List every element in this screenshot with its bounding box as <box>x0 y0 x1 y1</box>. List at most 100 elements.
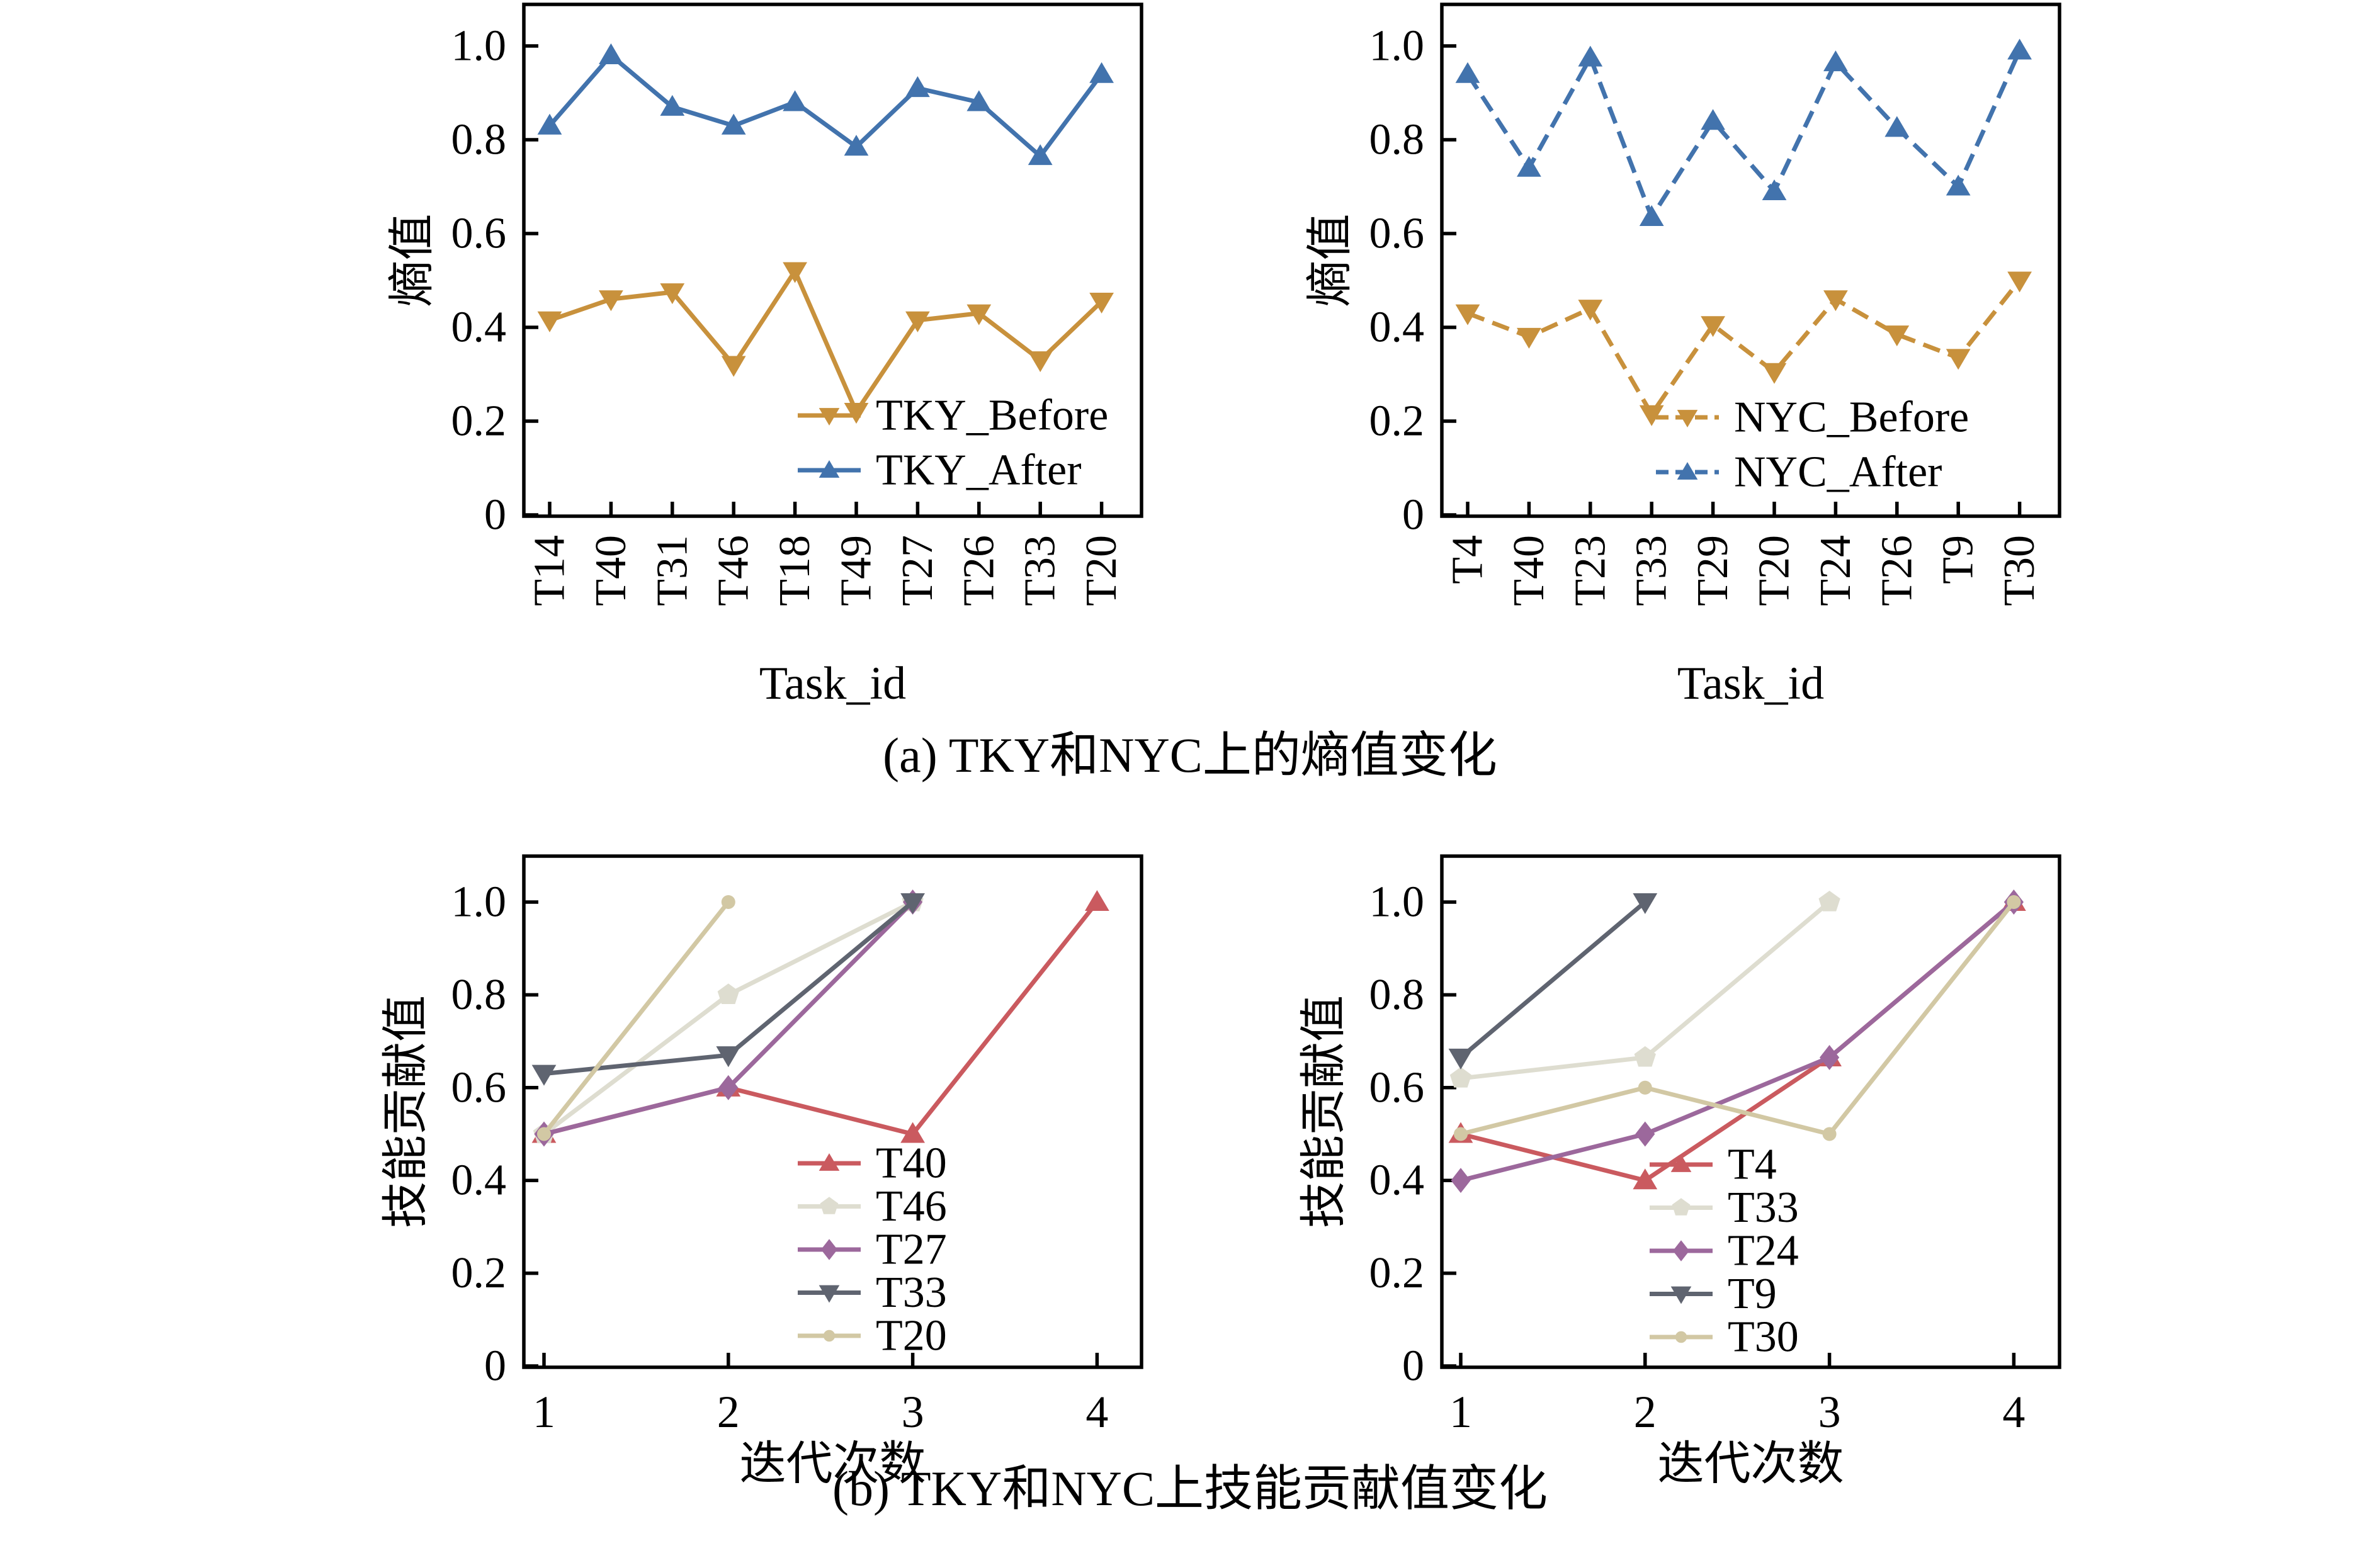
x-tick-label: T40 <box>587 535 635 606</box>
series-NYC_Before-marker <box>1946 349 1971 370</box>
x-axis-label: Task_id <box>759 658 906 709</box>
y-tick-label: 1.0 <box>451 22 507 71</box>
series-T9-marker <box>1448 1048 1473 1070</box>
x-tick-label: T26 <box>955 535 1003 606</box>
x-tick-label: T46 <box>710 535 758 606</box>
y-tick-label: 0.4 <box>1369 1156 1425 1205</box>
legend-label-T33: T33 <box>1728 1183 1799 1232</box>
x-tick-label: T14 <box>526 535 574 606</box>
chart-nyc-entropy: 0 0.2 0.4 0.6 0.8 1.0 T4 T40 T23 T33 T29 T20 T24 T26 T… <box>1305 3 2061 709</box>
series-TKY_Before-marker <box>966 304 992 325</box>
series-T9-marker <box>1633 893 1658 914</box>
series-TKY_Before-marker <box>537 311 562 332</box>
series-NYC_Before-marker <box>1455 304 1480 325</box>
y-tick-label: 0.4 <box>1369 303 1425 352</box>
series-NYC_After-marker <box>1762 179 1787 201</box>
series-TKY_After-marker <box>1028 144 1053 166</box>
legend-label-T20: T20 <box>876 1312 947 1360</box>
series-T33-marker <box>716 1046 741 1068</box>
legend-marker-NYC_After <box>1677 462 1698 480</box>
series-TKY_After-marker <box>844 135 869 156</box>
legend-marker-T33 <box>819 1285 840 1303</box>
plot-border <box>1440 3 2061 518</box>
y-tick-label: 1.0 <box>1369 22 1425 71</box>
series-NYC_Before-marker <box>1701 316 1725 337</box>
series-T30-marker <box>1822 1127 1837 1141</box>
x-tick-label: T26 <box>1873 535 1921 606</box>
series-T24-marker <box>1820 1044 1840 1070</box>
series-T4-line <box>1460 900 2015 1183</box>
x-tick-label: T20 <box>1750 535 1799 606</box>
legend-marker-T40 <box>819 1153 840 1171</box>
series-T40-marker <box>900 1122 925 1143</box>
series-NYC_Before-marker <box>1884 325 1910 347</box>
x-tick-label: 3 <box>902 1387 924 1437</box>
series-TKY_After-marker <box>660 94 685 116</box>
series-T20-marker <box>721 895 735 910</box>
series-NYC_After-marker <box>1578 45 1603 67</box>
plot-border <box>522 854 1143 1369</box>
y-tick-label: 0 <box>1402 491 1424 539</box>
y-tick-label: 0 <box>484 491 506 539</box>
x-tick-label: T31 <box>648 535 696 606</box>
series-TKY_After-marker <box>721 113 746 135</box>
series-NYC_After-marker <box>2007 38 2032 60</box>
legend-label-NYC_Before: NYC_Before <box>1734 393 1969 442</box>
y-tick-label: 0 <box>484 1342 506 1391</box>
y-tick-label: 0.4 <box>451 303 507 352</box>
x-tick-label: T27 <box>893 535 942 606</box>
series-TKY_Before-marker <box>783 262 807 283</box>
legend-marker-T30 <box>1675 1331 1687 1343</box>
x-tick-label: T24 <box>1811 535 1860 606</box>
series-T33-marker <box>1449 1067 1472 1088</box>
series-NYC_Before-marker <box>1762 363 1787 384</box>
legend-marker-T4 <box>1670 1154 1692 1172</box>
legend-label-T30: T30 <box>1728 1313 1799 1362</box>
y-axis-label: 技能贡献值 <box>1298 995 1350 1228</box>
legend-label-T27: T27 <box>876 1226 947 1274</box>
x-tick-label: T49 <box>832 535 881 606</box>
legend-marker-TKY_After <box>819 460 840 478</box>
y-tick-label: 0.6 <box>451 1063 507 1112</box>
y-tick-label: 0.8 <box>1369 971 1425 1019</box>
x-tick-label: 2 <box>717 1387 740 1437</box>
legend-label-T24: T24 <box>1728 1227 1799 1275</box>
plot-border <box>1440 854 2061 1369</box>
y-tick-label: 0.4 <box>451 1156 507 1205</box>
series-T9-line <box>1459 900 1647 1059</box>
series-T20-line <box>542 900 730 1136</box>
series-T33-marker <box>1634 1046 1656 1067</box>
series-TKY_Before-marker <box>599 290 623 312</box>
series-NYC_After-marker <box>1455 62 1480 83</box>
legend-label-TKY_After: TKY_After <box>876 446 1082 495</box>
legend-label-T9: T9 <box>1728 1270 1777 1318</box>
legend-marker-T27 <box>820 1239 838 1260</box>
series-TKY_After-marker <box>905 76 930 98</box>
series-NYC_Before-marker <box>1823 290 1848 312</box>
x-tick-label: 2 <box>1634 1387 1657 1437</box>
series-T27-marker <box>718 1075 739 1100</box>
x-tick-label: T18 <box>771 535 819 606</box>
legend-marker-T20 <box>823 1329 836 1342</box>
x-tick-label: 1 <box>1449 1387 1472 1437</box>
x-tick-label: T9 <box>1934 535 1983 584</box>
plot-border <box>522 3 1143 518</box>
series-T4-marker <box>1633 1168 1658 1190</box>
series-T33-marker <box>900 893 925 914</box>
x-axis-label: 迭代次数 <box>740 1438 926 1490</box>
series-NYC_After-marker <box>1946 174 1971 196</box>
y-tick-label: 1.0 <box>451 878 507 927</box>
y-tick-label: 1.0 <box>1369 878 1425 927</box>
series-NYC_After-marker <box>1517 155 1541 177</box>
chart-tky-skill: 0 0.2 0.4 0.6 0.8 1.0 1 2 3 4 迭代次数 技能贡献值 T40T46T27T3… <box>380 854 1143 1490</box>
x-tick-label: 3 <box>1818 1387 1841 1437</box>
series-T30-line <box>1460 900 2016 1137</box>
caption-a: (a) TKY和NYC上的熵值变化 <box>883 728 1497 782</box>
y-tick-label: 0.6 <box>451 210 507 258</box>
y-tick-label: 0.8 <box>451 971 507 1019</box>
series-TKY_After-marker <box>599 43 623 64</box>
series-TKY_Before-marker <box>660 283 685 305</box>
legend-label-T33: T33 <box>876 1268 947 1317</box>
